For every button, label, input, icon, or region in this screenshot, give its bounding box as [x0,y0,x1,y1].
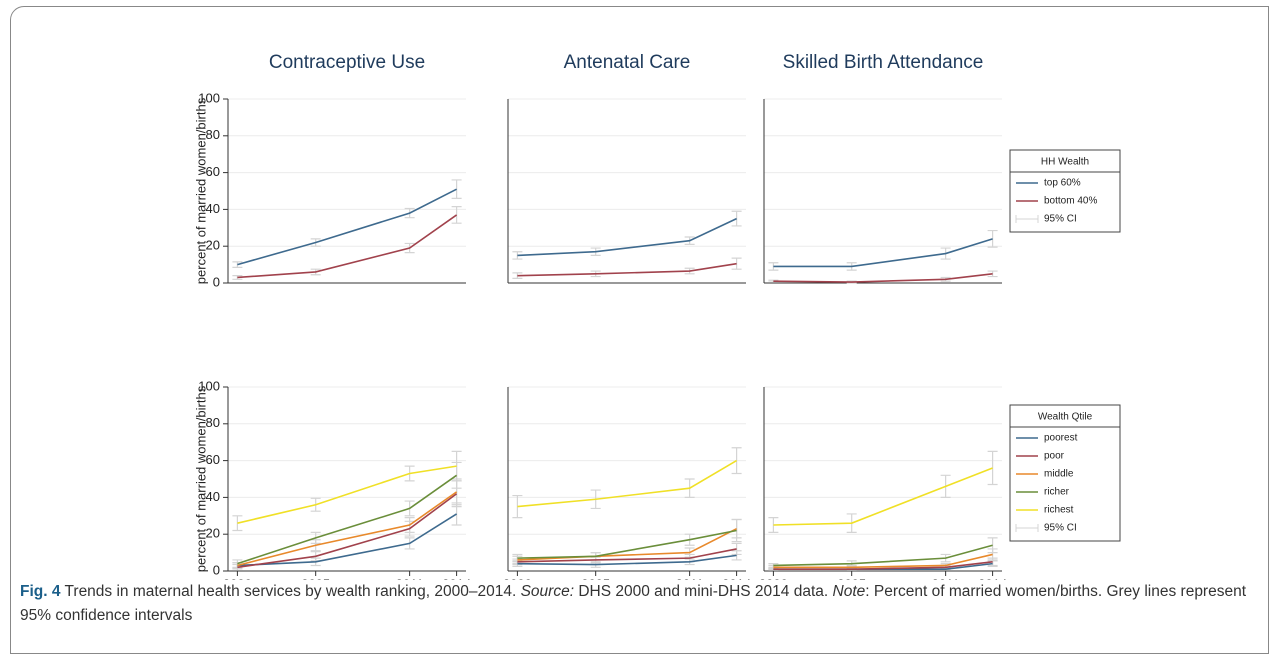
series-line [773,467,993,526]
x-tick-label: 2011 [932,576,960,580]
x-tick-label: 2000 [503,576,532,580]
series-line [237,465,457,524]
series-line [773,273,993,283]
y-axis-label: percent of married women/births [193,385,208,572]
caption-text: : Percent of married women/births. Grey … [20,583,1247,624]
legend-box [1009,404,1121,542]
y-tick-label: 40 [206,201,220,216]
y-tick-label: 100 [198,90,220,105]
series-line [773,544,993,567]
series-line [773,561,993,570]
panel-title: Antenatal Care [564,52,691,73]
x-tick-label: 2014 [442,576,471,580]
y-tick-label: 0 [213,562,220,577]
y-tick-label: 80 [206,415,220,430]
series-line [237,491,458,567]
legend-label: 95% CI [1044,523,1077,534]
legend-label: richest [1044,505,1074,516]
y-tick-label: 20 [206,526,220,541]
legend-label: poor [1044,451,1065,462]
legend-swatch [1015,215,1039,223]
legend-label: poorest [1044,433,1078,444]
y-tick-label: 80 [206,127,220,142]
caption-text: Source: [520,583,575,600]
y-tick-label: 0 [213,274,220,289]
legend-label: richer [1044,487,1070,498]
caption-label: Fig. 4 [20,583,61,600]
series-line [517,262,737,277]
legend-title: Wealth Qtile [1038,412,1093,423]
series-line [517,554,737,566]
series-line [237,513,458,567]
frame [10,6,1269,654]
panel-title: Contraceptive Use [269,52,425,73]
legend-label: top 60% [1044,178,1081,189]
series-line [517,459,738,508]
series-line [773,238,993,268]
error-bar [232,515,243,532]
caption-text: Note [832,583,866,600]
series-line [773,553,993,569]
series-line [517,529,737,559]
x-tick-label: 2005 [581,576,610,580]
caption-text: Trends in maternal health services by we… [60,583,521,600]
y-tick-label: 60 [206,452,220,467]
series-line [517,527,737,561]
series-line [237,214,458,279]
y-tick-label: 20 [206,238,220,253]
panel-title: Skilled Birth Attendance [783,52,984,73]
y-tick-label: 100 [198,378,220,393]
x-tick-label: 2000 [759,576,788,580]
x-tick-label: 2005 [837,576,866,580]
legend-label: bottom 40% [1044,196,1097,207]
x-tick-label: 2011 [396,576,424,580]
series-line [237,493,458,569]
legend-label: middle [1044,469,1074,480]
x-tick-label: 2014 [722,576,751,580]
series-line [517,548,737,563]
series-line [237,188,457,266]
series-line [517,217,737,257]
series-line [237,474,458,565]
y-axis-label: percent of married women/births [193,97,208,284]
caption-text: DHS 2000 and mini-DHS 2014 data. [574,583,833,600]
x-tick-label: 2011 [676,576,704,580]
legend-title: HH Wealth [1041,157,1089,168]
x-tick-label: 2005 [301,576,330,580]
caption: Fig. 4 Trends in maternal health service… [20,580,1250,628]
x-tick-label: 2000 [223,576,252,580]
legend-swatch [1015,524,1039,532]
legend-box [1009,149,1121,233]
y-tick-label: 60 [206,164,220,179]
legend-label: 95% CI [1044,214,1077,225]
y-tick-label: 40 [206,489,220,504]
x-tick-label: 2014 [978,576,1007,580]
